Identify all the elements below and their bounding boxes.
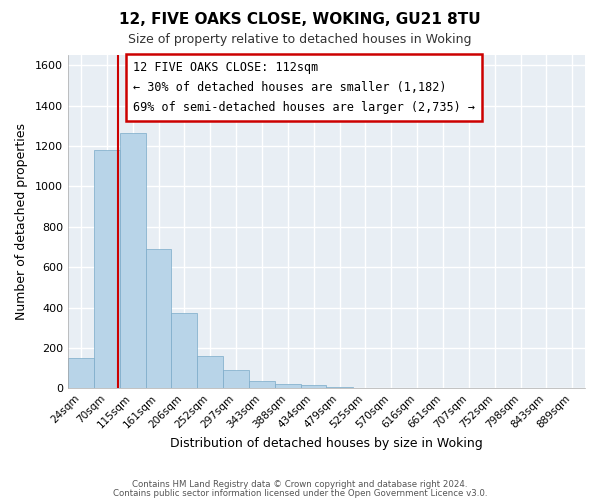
Text: Contains HM Land Registry data © Crown copyright and database right 2024.: Contains HM Land Registry data © Crown c… bbox=[132, 480, 468, 489]
Text: Contains public sector information licensed under the Open Government Licence v3: Contains public sector information licen… bbox=[113, 488, 487, 498]
Bar bbox=[146, 249, 172, 388]
Y-axis label: Number of detached properties: Number of detached properties bbox=[15, 123, 28, 320]
Text: Size of property relative to detached houses in Woking: Size of property relative to detached ho… bbox=[128, 32, 472, 46]
Bar bbox=[119, 133, 146, 388]
Bar bbox=[94, 150, 119, 388]
Bar bbox=[68, 358, 94, 388]
Bar bbox=[275, 384, 301, 388]
Bar bbox=[301, 386, 326, 388]
Bar bbox=[172, 312, 197, 388]
Text: 12 FIVE OAKS CLOSE: 112sqm
← 30% of detached houses are smaller (1,182)
69% of s: 12 FIVE OAKS CLOSE: 112sqm ← 30% of deta… bbox=[133, 61, 475, 114]
Bar bbox=[223, 370, 249, 388]
Bar bbox=[249, 382, 275, 388]
Text: 12, FIVE OAKS CLOSE, WOKING, GU21 8TU: 12, FIVE OAKS CLOSE, WOKING, GU21 8TU bbox=[119, 12, 481, 28]
Bar bbox=[197, 356, 223, 388]
X-axis label: Distribution of detached houses by size in Woking: Distribution of detached houses by size … bbox=[170, 437, 483, 450]
